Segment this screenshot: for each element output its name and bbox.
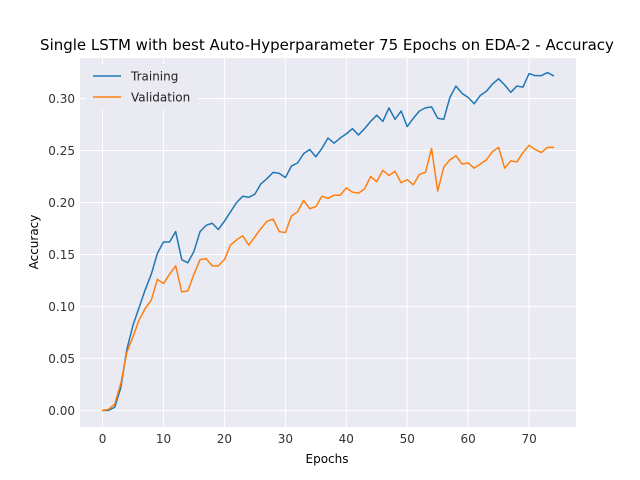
y-tick-label: 0.15 bbox=[48, 248, 75, 262]
y-axis-label: Accuracy bbox=[27, 215, 41, 270]
series-line-validation bbox=[101, 144, 555, 412]
x-tick-label: 60 bbox=[461, 432, 476, 446]
legend-label-training: Training bbox=[130, 70, 178, 84]
y-tick-labels: 0.00 0.05 0.10 0.15 0.20 0.25 0.30 bbox=[48, 92, 75, 418]
y-tick-label: 0.00 bbox=[48, 404, 75, 418]
y-tick-label: 0.25 bbox=[48, 144, 75, 158]
x-tick-labels: 0 10 20 30 40 50 60 70 bbox=[99, 432, 537, 446]
y-tick-label: 0.20 bbox=[48, 196, 75, 210]
legend-label-validation: Validation bbox=[131, 91, 190, 105]
series-line-training bbox=[101, 71, 555, 412]
x-tick-label: 30 bbox=[278, 432, 293, 446]
x-tick-label: 0 bbox=[99, 432, 107, 446]
x-tick-label: 40 bbox=[339, 432, 354, 446]
x-tick-label: 70 bbox=[521, 432, 536, 446]
y-gridlines bbox=[80, 98, 576, 411]
plot-area bbox=[80, 58, 576, 427]
y-tick-label: 0.10 bbox=[48, 300, 75, 314]
legend: Training Validation bbox=[86, 64, 198, 110]
chart-title: Single LSTM with best Auto-Hyperparamete… bbox=[40, 36, 614, 54]
x-axis-label: Epochs bbox=[306, 452, 349, 466]
y-tick-label: 0.30 bbox=[48, 92, 75, 106]
x-tick-label: 20 bbox=[217, 432, 232, 446]
x-tick-label: 10 bbox=[156, 432, 171, 446]
y-tick-label: 0.05 bbox=[48, 352, 75, 366]
series-lines bbox=[101, 71, 555, 412]
x-tick-label: 50 bbox=[400, 432, 415, 446]
